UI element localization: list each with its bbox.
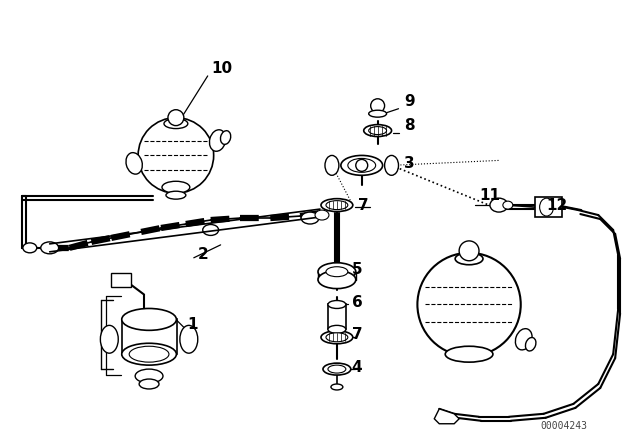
Ellipse shape <box>162 181 190 193</box>
Ellipse shape <box>135 369 163 383</box>
Circle shape <box>371 99 385 113</box>
Ellipse shape <box>328 325 346 333</box>
Ellipse shape <box>209 130 226 151</box>
Text: 4: 4 <box>352 360 362 375</box>
Ellipse shape <box>515 329 532 350</box>
Ellipse shape <box>23 243 36 253</box>
Ellipse shape <box>122 343 177 365</box>
Bar <box>534 197 563 217</box>
Ellipse shape <box>445 346 493 362</box>
Ellipse shape <box>369 127 387 134</box>
Ellipse shape <box>369 110 387 117</box>
Ellipse shape <box>348 159 376 172</box>
Circle shape <box>168 110 184 125</box>
Text: 5: 5 <box>352 262 362 277</box>
Ellipse shape <box>122 309 177 330</box>
Ellipse shape <box>325 155 339 175</box>
Ellipse shape <box>315 210 329 220</box>
Ellipse shape <box>385 155 399 175</box>
Bar <box>111 273 131 287</box>
Ellipse shape <box>331 384 343 390</box>
Ellipse shape <box>318 271 356 289</box>
Ellipse shape <box>490 198 508 212</box>
Ellipse shape <box>341 155 383 175</box>
Ellipse shape <box>328 365 346 373</box>
Ellipse shape <box>503 201 513 209</box>
Ellipse shape <box>364 125 392 137</box>
Text: 3: 3 <box>404 156 415 171</box>
Ellipse shape <box>540 198 554 216</box>
Ellipse shape <box>321 198 353 211</box>
Ellipse shape <box>321 331 353 344</box>
Ellipse shape <box>180 325 198 353</box>
Ellipse shape <box>126 153 142 174</box>
Ellipse shape <box>164 119 188 129</box>
Circle shape <box>138 118 214 193</box>
Ellipse shape <box>323 363 351 375</box>
Ellipse shape <box>301 212 319 224</box>
Ellipse shape <box>455 253 483 265</box>
Ellipse shape <box>203 224 219 236</box>
Bar <box>328 305 346 329</box>
Ellipse shape <box>328 301 346 309</box>
Circle shape <box>356 159 368 171</box>
Ellipse shape <box>100 325 118 353</box>
Text: 1: 1 <box>187 317 197 332</box>
Text: 7: 7 <box>358 198 369 213</box>
Ellipse shape <box>318 263 356 280</box>
Text: 10: 10 <box>212 61 233 77</box>
Text: 7: 7 <box>352 327 362 342</box>
Bar <box>122 319 177 354</box>
Ellipse shape <box>220 131 230 144</box>
Ellipse shape <box>129 346 169 362</box>
Circle shape <box>459 241 479 261</box>
Ellipse shape <box>41 242 59 254</box>
Text: 8: 8 <box>404 118 415 133</box>
Ellipse shape <box>326 333 348 342</box>
Ellipse shape <box>166 191 186 199</box>
Text: 00004243: 00004243 <box>540 421 587 431</box>
Ellipse shape <box>525 337 536 351</box>
Ellipse shape <box>139 379 159 389</box>
Ellipse shape <box>326 267 348 277</box>
Polygon shape <box>435 409 459 424</box>
Ellipse shape <box>326 201 348 210</box>
Text: 11: 11 <box>479 188 500 202</box>
Text: 6: 6 <box>352 295 362 310</box>
Text: 9: 9 <box>404 94 415 109</box>
Text: 2: 2 <box>198 247 209 263</box>
Circle shape <box>417 253 521 356</box>
Text: 12: 12 <box>547 198 568 213</box>
